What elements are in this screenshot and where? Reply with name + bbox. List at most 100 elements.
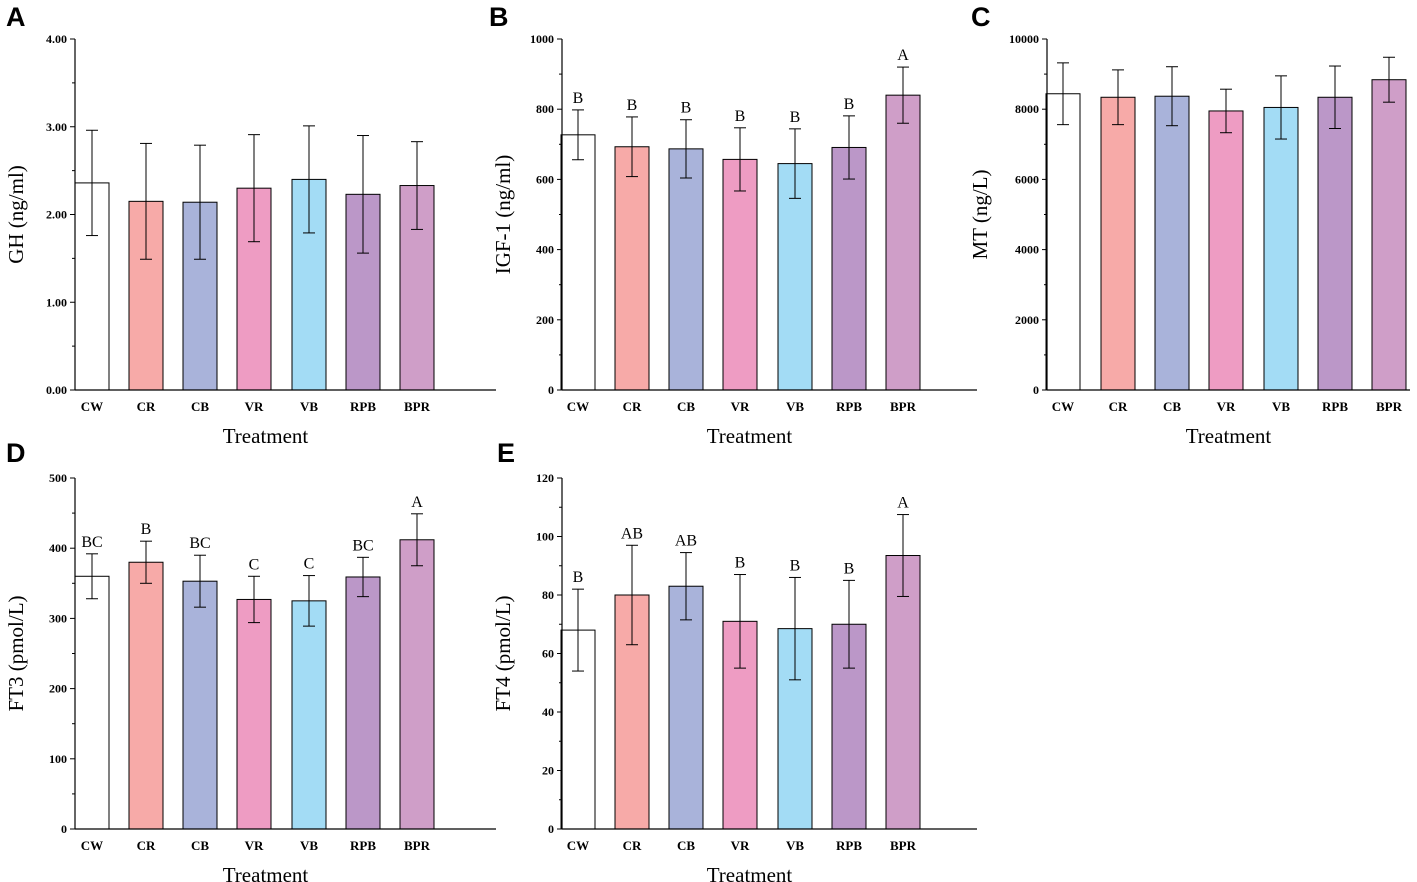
x-tick-label: VR: [1217, 399, 1236, 414]
x-tick-label: CR: [1109, 399, 1128, 414]
x-tick-label: RPB: [350, 838, 376, 853]
significance-label: BC: [81, 534, 102, 551]
x-tick-label: VB: [1272, 399, 1290, 414]
y-tick-label: 10000: [1009, 32, 1039, 46]
x-axis-title: Treatment: [223, 424, 309, 448]
x-tick-label: BPR: [404, 399, 431, 414]
x-tick-label: RPB: [836, 399, 862, 414]
significance-label: C: [304, 556, 315, 573]
y-axis-title: FT3 (pmol/L): [4, 595, 28, 711]
significance-label: BC: [189, 535, 210, 552]
significance-label: C: [249, 556, 260, 573]
x-tick-label: CB: [191, 399, 209, 414]
y-axis-title: MT (ng/L): [968, 169, 992, 259]
x-tick-label: RPB: [350, 399, 376, 414]
y-tick-label: 300: [49, 611, 67, 625]
x-tick-label: CB: [1163, 399, 1181, 414]
y-axis-title: FT4 (pmol/L): [491, 595, 515, 711]
panel-letter: C: [971, 2, 991, 32]
x-tick-label: VR: [731, 838, 750, 853]
x-tick-label: VB: [300, 838, 318, 853]
bar-cr: [128, 561, 164, 830]
bar-vr: [236, 598, 272, 830]
bar-cw: [1045, 93, 1081, 391]
significance-label: B: [573, 569, 584, 586]
y-tick-label: 2.00: [46, 208, 67, 222]
y-tick-label: 120: [536, 471, 554, 485]
y-tick-label: 0.00: [46, 383, 67, 397]
x-tick-label: RPB: [1322, 399, 1348, 414]
panel-letter: A: [6, 2, 26, 32]
y-tick-label: 800: [536, 102, 554, 116]
y-tick-label: 200: [49, 682, 67, 696]
panel-letter: B: [489, 2, 509, 32]
significance-label: B: [573, 90, 584, 107]
bar-rpb: [831, 146, 867, 391]
y-tick-label: 400: [49, 541, 67, 555]
y-tick-label: 4000: [1015, 243, 1039, 257]
x-tick-label: VR: [245, 838, 264, 853]
y-tick-label: 0: [548, 822, 554, 836]
x-tick-label: VB: [786, 838, 804, 853]
y-tick-label: 100: [49, 752, 67, 766]
significance-label: A: [411, 494, 423, 511]
x-tick-label: BPR: [404, 838, 431, 853]
bar-vr: [1208, 110, 1244, 391]
y-tick-label: 80: [542, 588, 554, 602]
bar-vr: [722, 158, 758, 391]
y-tick-label: 500: [49, 471, 67, 485]
significance-label: B: [844, 96, 855, 113]
x-tick-label: CR: [623, 838, 642, 853]
x-tick-label: BPR: [890, 399, 917, 414]
bar-vb: [291, 600, 327, 830]
y-tick-label: 60: [542, 647, 554, 661]
y-tick-label: 200: [536, 313, 554, 327]
bar-bpr: [399, 539, 435, 830]
y-tick-label: 4.00: [46, 32, 67, 46]
bar-cw: [74, 575, 110, 830]
bar-cb: [668, 148, 704, 391]
bar-vb: [777, 163, 813, 391]
bar-cr: [1100, 96, 1136, 391]
y-tick-label: 40: [542, 705, 554, 719]
y-axis-title: GH (ng/ml): [4, 165, 28, 264]
x-tick-label: RPB: [836, 838, 862, 853]
x-tick-label: CW: [81, 838, 103, 853]
x-tick-label: CW: [1052, 399, 1074, 414]
y-tick-label: 1.00: [46, 295, 67, 309]
x-tick-label: CR: [623, 399, 642, 414]
y-tick-label: 600: [536, 172, 554, 186]
bar-bpr: [885, 555, 921, 830]
x-axis-title: Treatment: [1186, 424, 1272, 448]
significance-label: B: [681, 100, 692, 117]
significance-label: AB: [675, 533, 697, 550]
significance-label: A: [897, 47, 909, 64]
x-tick-label: CR: [137, 399, 156, 414]
panel-letter: E: [497, 438, 515, 468]
chart-panel-a: A CW CR CB VR VB RPB BPR 0.00 1.00 2.00 3.00 4.00 Tre…: [4, 2, 496, 448]
bar-rpb: [345, 576, 381, 830]
y-tick-label: 100: [536, 530, 554, 544]
bar-cr: [614, 146, 650, 391]
y-tick-label: 6000: [1015, 172, 1039, 186]
y-tick-label: 8000: [1015, 102, 1039, 116]
bar-bpr: [1371, 79, 1407, 391]
y-tick-label: 0: [61, 822, 67, 836]
bar-cb: [1154, 95, 1190, 391]
y-tick-label: 0: [1033, 383, 1039, 397]
y-axis-title: IGF-1 (ng/ml): [491, 155, 515, 275]
x-tick-label: CB: [191, 838, 209, 853]
bar-bpr: [885, 94, 921, 391]
x-tick-label: VB: [786, 399, 804, 414]
significance-label: B: [790, 557, 801, 574]
x-axis-title: Treatment: [223, 863, 309, 882]
chart-panel-c: C CW CR CB VR VB RPB BPR 0 2000 4000 6000 8000 10000 T…: [968, 2, 1410, 448]
significance-label: B: [735, 555, 746, 572]
y-tick-label: 20: [542, 764, 554, 778]
y-tick-label: 2000: [1015, 313, 1039, 327]
y-tick-label: 0: [548, 383, 554, 397]
bar-rpb: [1317, 96, 1353, 391]
x-tick-label: VB: [300, 399, 318, 414]
bar-cb: [668, 585, 704, 830]
